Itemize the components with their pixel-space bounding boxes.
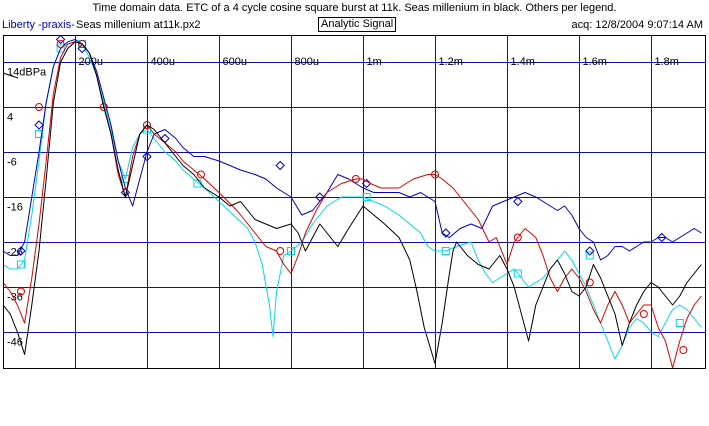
series (2, 40, 702, 360)
x-tick-label: 600u (223, 56, 247, 68)
series-marker (276, 247, 285, 255)
x-tick-label: 400u (151, 56, 175, 68)
series (2, 41, 702, 364)
source-label: Liberty -praxis- (2, 19, 75, 31)
series-marker (585, 246, 595, 256)
x-tick-label: 1.6m (583, 56, 607, 68)
series-marker (675, 319, 684, 327)
series-marker (441, 228, 451, 238)
series-marker (56, 44, 65, 53)
series-marker (287, 247, 295, 255)
y-tick-label: -36 (7, 292, 23, 304)
series-marker (78, 40, 87, 48)
series-line (2, 41, 702, 360)
x-tick-label: 800u (295, 56, 319, 68)
series-marker (431, 170, 439, 179)
series-marker (55, 34, 66, 45)
x-tick-label: 1m (367, 56, 382, 68)
plot-area (2, 34, 702, 369)
series-marker (351, 175, 360, 183)
x-tick-label: 1.8m (655, 56, 679, 68)
series-marker (275, 160, 285, 171)
y-tick-label: -16 (7, 202, 23, 214)
series-marker (513, 233, 522, 242)
y-tick-label: -26 (7, 247, 23, 259)
series-marker (197, 170, 205, 179)
series-line (2, 41, 702, 364)
series-marker (56, 40, 65, 48)
series-marker (513, 196, 523, 207)
series-marker (585, 251, 594, 260)
file-name: Seas millenium at11k.px2 (76, 19, 201, 31)
acquisition-time: acq: 12/8/2004 9:07:14 AM (571, 19, 704, 31)
series-marker (142, 151, 152, 162)
series-marker (17, 260, 25, 269)
series-marker (34, 120, 44, 130)
plot-frame (3, 35, 706, 369)
tick-labels: 200u 400u 600u 800u 1m 1.2m 1.4m 1.6m 1.8m14dBPa… (2, 56, 679, 349)
grid (3, 35, 705, 368)
series-marker (315, 192, 325, 202)
series-marker (143, 121, 151, 129)
y-tick-label: 4 (7, 112, 13, 124)
x-tick-label: 1.2m (439, 56, 463, 68)
series-marker (16, 246, 26, 256)
y-tick-label: 14dBPa (7, 67, 47, 79)
series-marker (639, 310, 648, 318)
series-marker (585, 278, 594, 287)
series-marker (35, 103, 43, 111)
series (2, 40, 702, 369)
series (2, 34, 702, 261)
series-marker (657, 232, 667, 243)
chart-title: Time domain data. ETC of a 4 cycle cosin… (92, 2, 617, 14)
series-marker (441, 247, 450, 255)
series-line (2, 39, 702, 261)
y-tick-label: -46 (7, 337, 23, 349)
series-marker (361, 178, 372, 189)
series-marker (17, 287, 25, 296)
y-tick-label: -6 (7, 157, 17, 169)
x-tick-label: 1.4m (511, 56, 535, 68)
series-marker (99, 103, 108, 111)
mode-button[interactable]: Analytic Signal (318, 17, 397, 32)
series-line (2, 41, 702, 369)
series-marker (679, 346, 688, 354)
series-marker (35, 130, 43, 138)
series-marker (513, 269, 522, 278)
y-axis-marker (2, 72, 19, 79)
series-marker (362, 193, 371, 201)
